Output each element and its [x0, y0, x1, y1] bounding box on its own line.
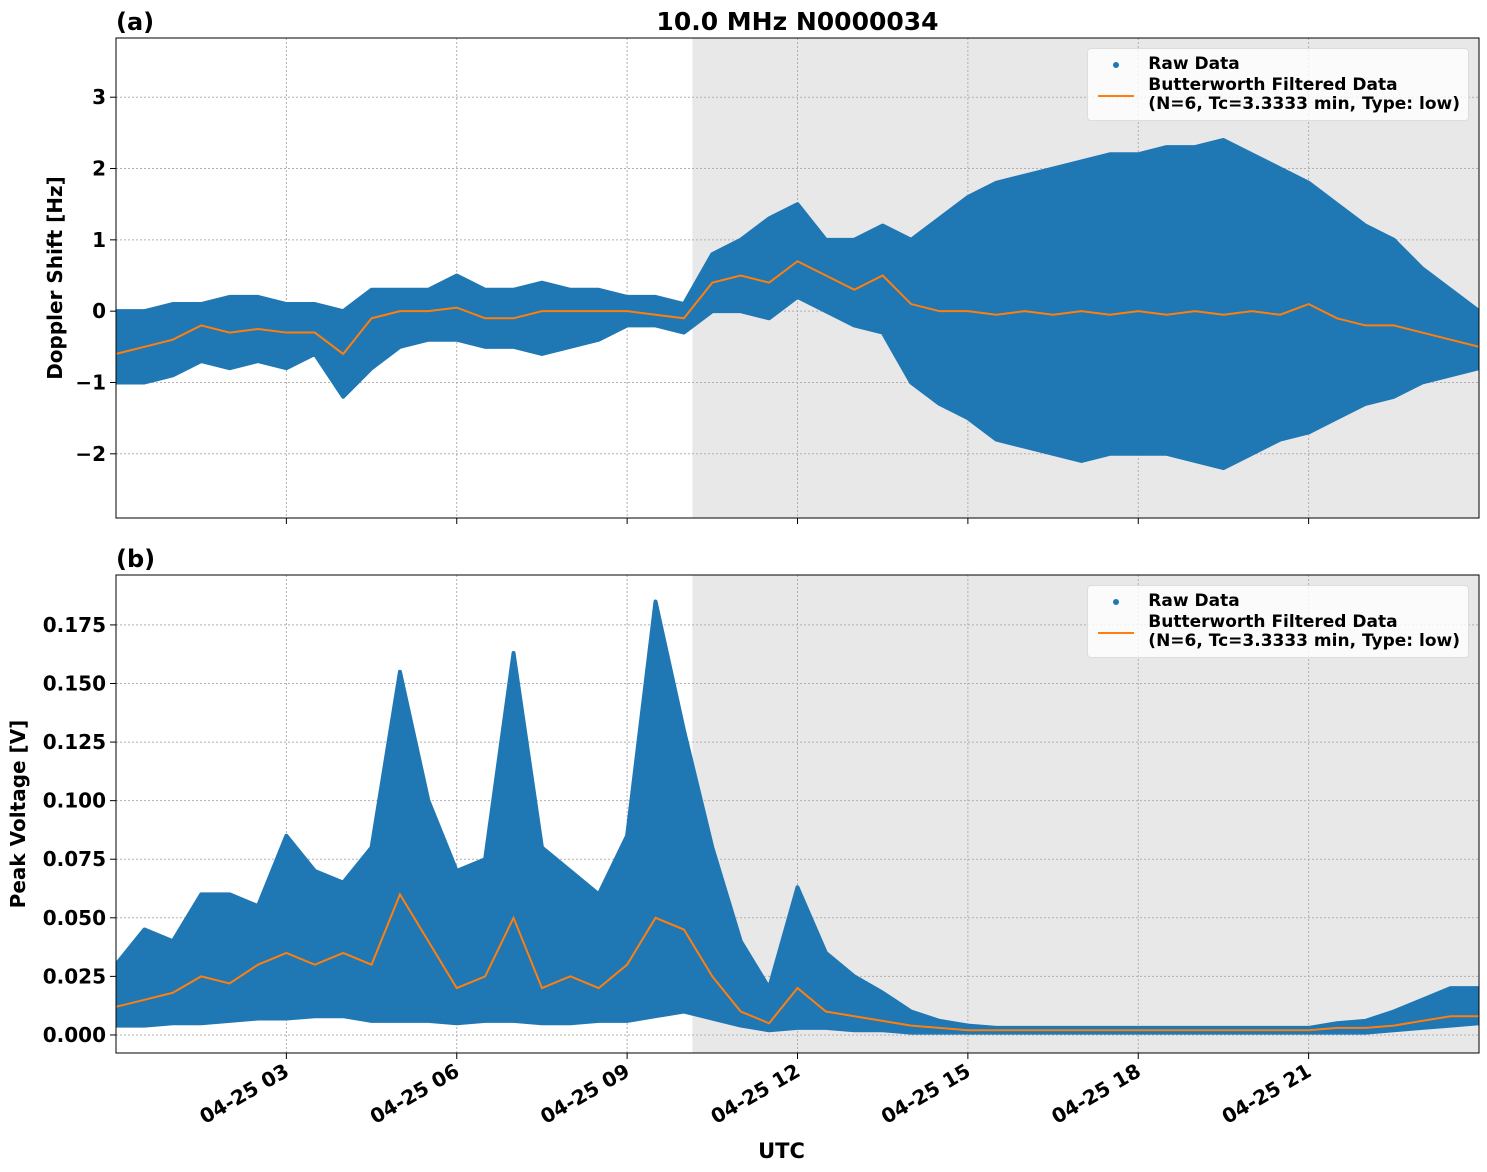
legend-key [1096, 592, 1136, 611]
chart-title: 10.0 MHz N0000034 [656, 7, 938, 36]
legend-key [1096, 86, 1136, 105]
y-tick-label: 0.125 [43, 730, 106, 754]
legend-entry: Butterworth Filtered Data (N=6, Tc=3.333… [1096, 613, 1460, 651]
marker [1113, 62, 1120, 68]
y-tick-label: 0.025 [43, 964, 106, 988]
legend: Raw Data Butterworth Filtered Data (N=6, … [1087, 585, 1469, 658]
y-tick-label: 0.175 [43, 613, 106, 637]
raw-data-band [116, 599, 1479, 1035]
x-axis-label: UTC [758, 1139, 805, 1163]
y-tick-label: 0.150 [43, 671, 106, 695]
legend-marker [1098, 95, 1135, 97]
legend-marker [1113, 599, 1120, 605]
y-tick-label: 0 [92, 299, 106, 323]
y-tick-label: 3 [92, 85, 106, 109]
legend-entry: Raw Data [1096, 592, 1460, 611]
y-tick-label: 0.050 [43, 906, 106, 930]
legend-marker [1098, 632, 1135, 634]
y-axis-label: Peak Voltage [V] [6, 720, 30, 909]
y-axis-label: Doppler Shift [Hz] [43, 176, 67, 380]
x-tick-label: 04-25 21 [1218, 1059, 1316, 1129]
marker [1113, 599, 1120, 605]
y-tick-label: 0.100 [43, 789, 106, 813]
legend-label: Raw Data [1148, 591, 1240, 611]
y-tick-label: 1 [92, 228, 106, 252]
filtered-line [116, 892, 1479, 1032]
x-tick-label: 04-25 18 [1047, 1059, 1145, 1129]
x-tick-label: 04-25 09 [536, 1059, 634, 1129]
x-tick-label: 04-25 15 [877, 1059, 975, 1129]
x-tick-label: 04-25 03 [195, 1059, 293, 1129]
raw-data-band [116, 137, 1479, 471]
legend-label: Raw Data [1148, 54, 1240, 74]
legend-entry: Butterworth Filtered Data (N=6, Tc=3.333… [1096, 76, 1460, 114]
y-tick-label: −1 [75, 370, 106, 394]
y-tick-label: 2 [92, 157, 106, 181]
axes-frame [115, 574, 1480, 1054]
panel-label: (a) [116, 8, 154, 36]
y-tick-label: −2 [75, 442, 106, 466]
filtered-line [116, 260, 1479, 356]
legend-key [1096, 55, 1136, 74]
legend-key [1096, 623, 1136, 642]
legend-label: Butterworth Filtered Data (N=6, Tc=3.333… [1148, 612, 1460, 651]
legend-marker [1113, 62, 1120, 68]
legend-entry: Raw Data [1096, 55, 1460, 74]
axes-frame [115, 37, 1480, 519]
legend-label: Butterworth Filtered Data (N=6, Tc=3.333… [1148, 75, 1460, 114]
panel-label: (b) [116, 545, 155, 573]
y-tick-label: 0.075 [43, 847, 106, 871]
legend: Raw Data Butterworth Filtered Data (N=6, … [1087, 48, 1469, 121]
x-tick-label: 04-25 12 [706, 1059, 804, 1129]
y-tick-label: 0.000 [43, 1023, 106, 1047]
x-tick-label: 04-25 06 [366, 1059, 464, 1129]
